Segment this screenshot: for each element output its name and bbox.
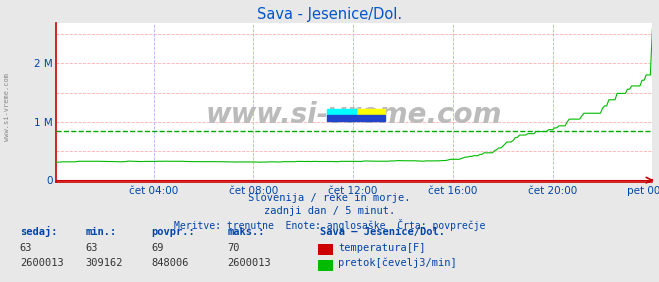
Text: zadnji dan / 5 minut.: zadnji dan / 5 minut. — [264, 206, 395, 216]
Text: pretok[čevelj3/min]: pretok[čevelj3/min] — [338, 258, 457, 268]
Text: Sava - Jesenice/Dol.: Sava - Jesenice/Dol. — [257, 7, 402, 22]
Bar — [356, 109, 385, 115]
Text: 848006: 848006 — [152, 259, 189, 268]
Text: povpr.:: povpr.: — [152, 228, 195, 237]
Bar — [327, 109, 356, 115]
Text: min.:: min.: — [86, 228, 117, 237]
Text: 70: 70 — [227, 243, 240, 253]
Text: 63: 63 — [86, 243, 98, 253]
Text: 309162: 309162 — [86, 259, 123, 268]
Text: maks.:: maks.: — [227, 228, 265, 237]
Text: Meritve: trenutne  Enote: anglosaške  Črta: povprečje: Meritve: trenutne Enote: anglosaške Črta… — [174, 219, 485, 231]
Text: Slovenija / reke in morje.: Slovenija / reke in morje. — [248, 193, 411, 203]
Text: 2600013: 2600013 — [227, 259, 271, 268]
Text: Sava – Jesenice/Dol.: Sava – Jesenice/Dol. — [320, 228, 445, 237]
Text: 2600013: 2600013 — [20, 259, 63, 268]
Text: 69: 69 — [152, 243, 164, 253]
Bar — [327, 115, 385, 121]
Text: temperatura[F]: temperatura[F] — [338, 243, 426, 253]
Text: 63: 63 — [20, 243, 32, 253]
Text: sedaj:: sedaj: — [20, 226, 57, 237]
Text: www.si-vreme.com: www.si-vreme.com — [3, 73, 10, 141]
Text: www.si-vreme.com: www.si-vreme.com — [206, 101, 502, 129]
